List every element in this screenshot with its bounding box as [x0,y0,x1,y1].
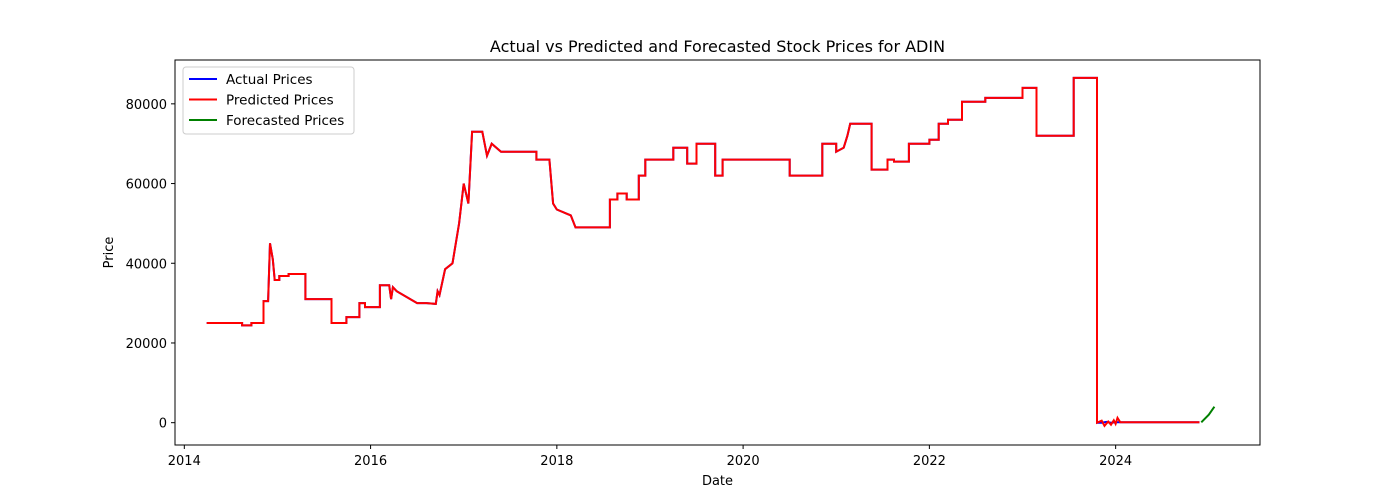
y-tick-label: 20000 [126,337,167,352]
y-tick-label: 80000 [126,98,167,113]
y-tick-label: 40000 [126,257,167,272]
x-tick-label: 2024 [1099,454,1132,469]
x-axis-label: Date [702,474,733,489]
ticks-layer: 2014 2016 2018 2020 2022 2024 0 20000 40000 60000… [126,98,1133,469]
x-tick-label: 2016 [354,454,387,469]
y-tick-label: 60000 [126,178,167,193]
legend-box [182,66,355,135]
y-axis-label: Price [102,237,117,269]
series-layer [206,76,1216,428]
chart-title: Actual vs Predicted and Forecasted Stock… [490,37,945,56]
y-tick-label: 0 [159,417,167,432]
series-line-actual-prices [206,76,1200,424]
chart-legend: Actual Prices Predicted Prices Forecasted … [182,66,355,135]
x-tick-label: 2020 [727,454,760,469]
legend-label-predicted-prices: Predicted Prices [226,93,334,109]
x-tick-label: 2018 [540,454,573,469]
series-line-forecasted-prices [1200,406,1216,424]
legend-label-actual-prices: Actual Prices [226,72,313,88]
x-tick-label: 2022 [913,454,946,469]
legend-label-forecasted-prices: Forecasted Prices [226,113,344,129]
x-tick-label: 2014 [168,454,201,469]
plot-area-frame [174,59,1261,446]
series-line-predicted-prices [206,76,1200,428]
